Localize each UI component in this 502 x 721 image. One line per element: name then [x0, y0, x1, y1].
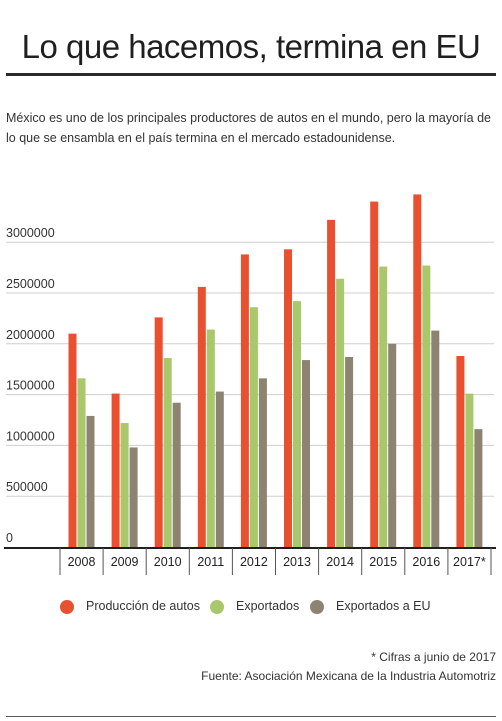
y-tick-label: 1500000 [6, 379, 55, 393]
bar [302, 360, 310, 547]
bar [336, 278, 345, 547]
bar [345, 357, 354, 547]
bar [206, 329, 215, 547]
chart-subtitle: México es uno de los principales product… [6, 111, 492, 145]
bar [413, 194, 422, 547]
bar [388, 343, 397, 547]
source-credit: Fuente: Asociación Mexicana de la Indust… [201, 669, 496, 683]
legend-swatch-exportados-eu [310, 600, 324, 614]
y-tick-label: 1000000 [6, 429, 55, 443]
x-tick-label: 2009 [111, 555, 139, 569]
legend-swatch-exportados [210, 600, 224, 614]
x-tick-label: 2011 [197, 555, 224, 569]
title-divider [6, 73, 496, 76]
bar [379, 266, 388, 547]
bar [77, 378, 86, 547]
x-tick-label: 2013 [283, 555, 311, 569]
bar [163, 358, 172, 547]
y-tick-label: 2500000 [6, 277, 55, 291]
bar [293, 301, 301, 547]
bar [129, 447, 138, 547]
bar [327, 219, 336, 547]
x-tick-label: 2017* [453, 555, 486, 569]
x-tick-label: 2015 [369, 555, 397, 569]
legend-label-exportados-eu: Exportados a EU [336, 599, 431, 613]
bar [474, 429, 483, 547]
y-tick-label: 500000 [6, 480, 48, 494]
legend-label-produccion: Producción de autos [86, 599, 200, 613]
bar [422, 265, 431, 547]
chart-title: Lo que hacemos, termina en EU [21, 28, 481, 65]
bar [431, 330, 440, 547]
legend-swatch-produccion [60, 600, 74, 614]
bar [249, 307, 258, 547]
bar [284, 249, 292, 547]
bar [465, 393, 474, 547]
bar [370, 201, 379, 547]
x-tick-label: 2014 [326, 555, 354, 569]
bar [172, 402, 181, 547]
bottom-divider [6, 716, 496, 717]
legend-label-exportados: Exportados [236, 599, 300, 613]
bar [215, 391, 224, 547]
y-tick-label: 0 [6, 531, 13, 545]
x-tick-label: 2010 [154, 555, 182, 569]
bar [86, 415, 95, 547]
x-tick-label: 2012 [240, 555, 268, 569]
x-tick-label: 2016 [412, 555, 440, 569]
bar-chart: 0 500000 1000000 1500000 2000000 2500000 30000… [4, 194, 496, 575]
bar [240, 254, 249, 547]
y-tick-label: 3000000 [6, 226, 55, 240]
footnote: * Cifras a junio de 2017 [371, 650, 496, 664]
bar [258, 378, 267, 547]
bar [197, 286, 206, 547]
bar [456, 355, 465, 547]
y-tick-label: 2000000 [6, 328, 55, 342]
bar [120, 423, 129, 547]
bar [68, 333, 77, 547]
bar [154, 317, 163, 547]
bar [111, 393, 120, 547]
x-tick-label: 2008 [68, 555, 96, 569]
